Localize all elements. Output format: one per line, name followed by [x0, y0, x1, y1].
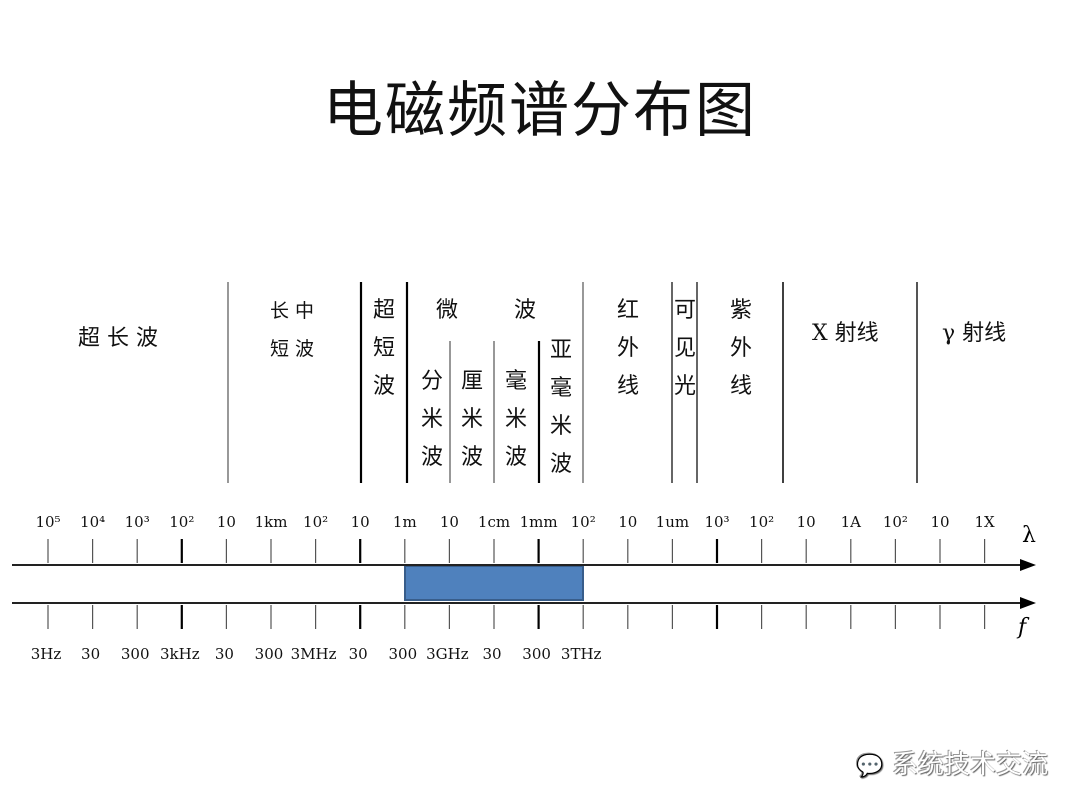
wavelength-tick-label: 1um	[655, 513, 690, 531]
band-label-microwave: 微 波	[436, 298, 536, 323]
band-label-visible: 可见光	[673, 298, 696, 399]
frequency-tick-label: 30	[482, 645, 502, 663]
wavelength-arrow-icon	[1020, 559, 1036, 571]
wavelength-tick-label: 10	[796, 513, 816, 531]
frequency-tick-label: 300	[522, 645, 551, 663]
frequency-tick-label: 300	[388, 645, 418, 663]
page-title: 电磁频谱分布图	[323, 76, 757, 146]
wavelength-tick-label: 10⁴	[80, 513, 106, 531]
frequency-tick-label: 3MHz	[290, 645, 337, 663]
wavelength-tick-label: 10²	[169, 513, 195, 531]
wechat-icon: 💬	[856, 754, 884, 779]
wavelength-tick-label: 10	[930, 513, 950, 531]
band-label-decimeter: 分米波	[420, 369, 443, 470]
wavelength-tick-label: 1mm	[519, 513, 558, 531]
wavelength-tick-label: 10³	[704, 513, 730, 531]
frequency-arrow-icon	[1020, 597, 1036, 609]
wavelength-tick-label: 10	[350, 513, 370, 531]
frequency-tick-label: 3GHz	[426, 645, 469, 663]
wavelength-tick-label: 10²	[570, 513, 596, 531]
highlight-range-bar	[404, 565, 584, 601]
wavelength-tick-label: 10²	[749, 513, 775, 531]
frequency-tick-label: 3Hz	[30, 645, 62, 663]
frequency-tick-label: 300	[120, 645, 150, 663]
frequency-symbol: f	[1016, 615, 1030, 640]
wavelength-tick-label: 10⁵	[35, 513, 61, 531]
wavelength-tick-label: 1X	[974, 513, 995, 531]
frequency-tick-label: 30	[214, 645, 234, 663]
wavelength-tick-label: 10²	[882, 513, 908, 531]
band-label-lf-mf-hf: 长 中 短 波	[270, 300, 315, 360]
frequency-tick-label: 30	[81, 645, 101, 663]
watermark-text: 系统技术交流	[891, 750, 1048, 780]
wavelength-tick-label: 10³	[124, 513, 150, 531]
wavelength-tick-label: 1km	[254, 513, 288, 531]
frequency-tick-label: 3kHz	[159, 645, 200, 663]
frequency-tick-label: 3THz	[560, 645, 602, 663]
band-label-xray: X 射线	[812, 321, 879, 346]
band-label-ultraviolet: 紫外线	[729, 298, 752, 399]
band-label-millimeter: 毫米波	[504, 369, 527, 470]
wavelength-tick-label: 10	[216, 513, 236, 531]
band-label-vlf: 超 长 波	[78, 326, 158, 351]
frequency-tick-label: 300	[254, 645, 284, 663]
wavelength-tick-label: 1cm	[477, 513, 511, 531]
frequency-tick-label: 30	[348, 645, 368, 663]
band-label-submillimeter: 亚毫米波	[549, 338, 572, 477]
wavelength-tick-label: 10	[618, 513, 638, 531]
wavelength-symbol: λ	[1022, 523, 1036, 548]
wavelength-tick-label: 1A	[840, 513, 861, 531]
band-label-infrared: 红外线	[616, 298, 639, 399]
band-label-gamma: γ 射线	[942, 321, 1007, 346]
band-label-centimeter: 厘米波	[460, 369, 483, 470]
wavelength-tick-label: 10	[439, 513, 459, 531]
band-separators	[227, 282, 918, 483]
watermark: 💬 系统技术交流	[856, 744, 1048, 781]
wavelength-tick-label: 10²	[303, 513, 329, 531]
band-label-vhf: 超短波	[372, 298, 395, 399]
wavelength-tick-label: 1m	[392, 513, 417, 531]
